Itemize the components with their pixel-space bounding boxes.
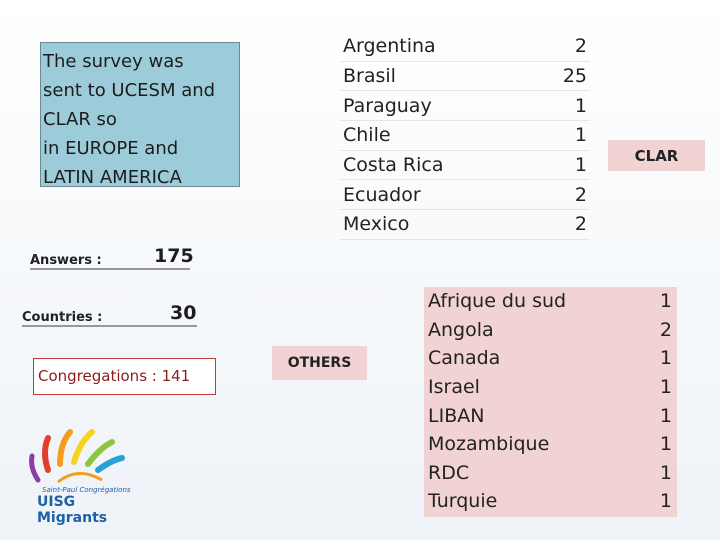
intro-line: LATIN AMERICA [43, 167, 182, 188]
country-name: Israel [428, 376, 480, 399]
table-row: LIBAN 1 [424, 401, 677, 430]
table-row: Ecuador 2 [340, 180, 590, 211]
congregations-stat: Congregations : 141 [33, 358, 216, 395]
table-row: Chile 1 [340, 121, 590, 151]
country-name: Argentina [343, 35, 436, 58]
clar-country-table: Argentina 2 Brasil 25 Paraguay 1 Chile 1 Cos… [340, 32, 590, 240]
intro-line: CLAR so [43, 109, 117, 130]
country-name: Mexico [343, 213, 410, 236]
answers-stat: Answers : 175 [30, 241, 194, 270]
country-count: 1 [659, 290, 672, 313]
intro-line: The survey was [43, 51, 184, 72]
table-row: Angola 2 [424, 316, 677, 345]
table-row: Canada 1 [424, 344, 677, 373]
logo-brand-prefix: UISG [37, 494, 76, 510]
countries-value: 30 [170, 302, 197, 324]
table-row: Paraguay 1 [340, 91, 590, 122]
countries-stat: Countries : 30 [22, 298, 197, 327]
country-count: 2 [659, 318, 672, 341]
country-name: Costa Rica [343, 154, 444, 177]
others-badge: OTHERS [272, 346, 367, 380]
country-name: LIBAN [428, 404, 485, 427]
country-count: 1 [659, 490, 672, 513]
intro-line: sent to UCESM and [43, 80, 216, 101]
intro-line: in EUROPE and [43, 138, 179, 159]
country-name: Ecuador [343, 183, 421, 206]
country-count: 1 [659, 404, 672, 427]
country-name: Angola [428, 318, 494, 341]
uisg-migrants-logo: Saint-Paul Congrégations UISG Migrants [18, 424, 138, 526]
country-name: Paraguay [343, 94, 432, 117]
country-name: Afrique du sud [428, 290, 567, 313]
country-name: Turquie [428, 490, 498, 513]
table-row: Argentina 2 [340, 32, 590, 62]
others-country-table: Afrique du sud 1 Angola 2 Canada 1 Israel 1 … [424, 287, 677, 517]
table-row: Mexico 2 [340, 210, 590, 240]
country-count: 2 [574, 213, 587, 236]
country-name: Chile [343, 124, 391, 147]
answers-value: 175 [154, 245, 194, 267]
clar-badge: CLAR [608, 140, 705, 171]
country-count: 1 [659, 376, 672, 399]
country-count: 1 [659, 347, 672, 370]
survey-intro-box: The survey was sent to UCESM and CLAR so… [40, 42, 240, 188]
country-count: 2 [574, 35, 587, 58]
table-row: RDC 1 [424, 459, 677, 488]
table-row: Afrique du sud 1 [424, 287, 677, 316]
logo-small-text: Saint-Paul Congrégations [42, 486, 131, 494]
country-name: RDC [428, 461, 470, 484]
country-count: 1 [659, 433, 672, 456]
sunburst-logo-icon [29, 429, 125, 484]
countries-label: Countries : [22, 310, 103, 325]
country-name: Brasil [343, 65, 396, 88]
table-row: Israel 1 [424, 373, 677, 402]
answers-label: Answers : [30, 253, 102, 268]
table-row: Costa Rica 1 [340, 151, 590, 181]
country-name: Mozambique [428, 433, 550, 456]
country-name: Canada [428, 347, 501, 370]
logo-brand: UISG Migrants [37, 494, 138, 526]
logo-brand-suffix: Migrants [37, 510, 108, 526]
country-count: 1 [574, 154, 587, 177]
table-row: Mozambique 1 [424, 430, 677, 459]
country-count: 2 [574, 183, 587, 206]
table-row: Turquie 1 [424, 487, 677, 516]
table-row: Brasil 25 [340, 62, 590, 92]
country-count: 25 [562, 65, 587, 88]
country-count: 1 [574, 124, 587, 147]
country-count: 1 [659, 461, 672, 484]
country-count: 1 [574, 94, 587, 117]
